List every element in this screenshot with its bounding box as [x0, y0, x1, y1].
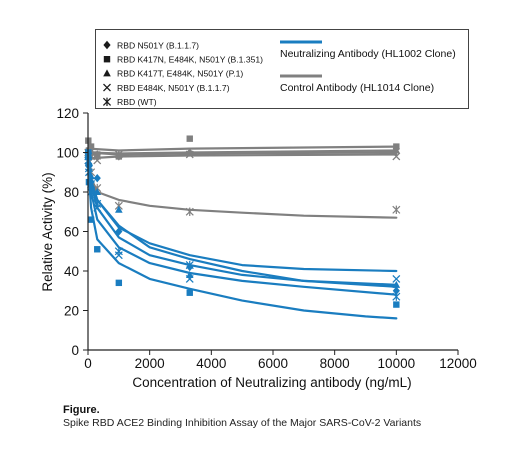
- data-point-neutralizing-asterisk: [392, 292, 401, 301]
- data-point-neutralizing-asterisk: [114, 247, 123, 256]
- data-point-control-x: [93, 156, 102, 165]
- axes: 0 20 40 60 80 100 120 0 2000 4000 6000 8000 10000 120…: [56, 106, 476, 371]
- legend-x-icon: [103, 83, 111, 92]
- fit-curve-neutralizing-asterisk: [87, 153, 398, 286]
- data-point-neutralizing-square: [115, 279, 123, 287]
- data-point-neutralizing-diamond: [115, 227, 123, 236]
- data-point-neutralizing-x: [392, 274, 401, 283]
- fit-curve-neutralizing-square: [87, 151, 398, 320]
- data-point-control-triangle: [185, 148, 194, 156]
- legend-entry-label: Control Antibody (HL1014 Clone): [280, 82, 434, 94]
- legend: RBD N501Y (B.1.1.7) RBD K417N, E484K, N50…: [95, 29, 469, 109]
- data-point-neutralizing-diamond: [93, 173, 101, 183]
- fit-curve-control-triangle: [87, 151, 398, 156]
- data-point-control-x: [392, 152, 401, 161]
- legend-entry-marker: RBD E484K, N501Y (B.1.1.7): [103, 83, 230, 93]
- data-point-neutralizing-diamond: [392, 286, 400, 295]
- series-neutralizing-triangle: [84, 150, 401, 288]
- data-point-control-x: [114, 150, 123, 159]
- x-tick-label: 10000: [378, 356, 416, 371]
- legend-entry-label: RBD E484K, N501Y (B.1.1.7): [117, 83, 230, 93]
- fit-curve-control-asterisk: [87, 153, 398, 219]
- data-point-neutralizing-square: [186, 289, 193, 296]
- y-tick-label: 20: [64, 304, 79, 319]
- x-tick-label: 8000: [320, 356, 350, 371]
- x-tick-label: 6000: [258, 356, 288, 371]
- caption-text: Spike RBD ACE2 Binding Inhibition Assay …: [63, 417, 422, 429]
- series-neutralizing-asterisk: [84, 152, 401, 301]
- data-point-neutralizing-square: [393, 301, 400, 308]
- legend-entry-label: RBD K417T, E484K, N501Y (P.1): [117, 69, 243, 79]
- legend-entry-neutralizing: Neutralizing Antibody (HL1002 Clone): [280, 40, 456, 60]
- data-point-control-asterisk: [185, 207, 194, 216]
- legend-entry-label: RBD K417N, E484K, N501Y (B.1.351): [117, 55, 263, 65]
- fit-curve-control-x: [87, 153, 398, 160]
- legend-entry-marker: RBD K417T, E484K, N501Y (P.1): [103, 69, 243, 79]
- x-tick-label: 0: [84, 356, 92, 371]
- legend-diamond-icon: [103, 40, 111, 50]
- data-point-neutralizing-asterisk: [93, 199, 102, 209]
- data-point-neutralizing-square: [87, 216, 95, 223]
- fit-curve-neutralizing-diamond: [87, 153, 398, 288]
- y-tick-label: 0: [71, 343, 79, 358]
- legend-entry-label: RBD N501Y (B.1.1.7): [117, 40, 199, 50]
- figure-caption: Figure. Spike RBD ACE2 Binding Inhibitio…: [63, 404, 421, 429]
- data-point-neutralizing-square: [94, 246, 101, 253]
- legend-entry-control: Control Antibody (HL1014 Clone): [280, 74, 434, 94]
- plot-area: [84, 135, 401, 320]
- x-axis-label: Concentration of Neutralizing antibody (…: [132, 375, 411, 390]
- legend-triangle-icon: [103, 69, 111, 77]
- data-point-control-asterisk: [392, 205, 401, 214]
- y-tick-label: 100: [56, 146, 79, 161]
- chart: RBD N501Y (B.1.1.7) RBD K417N, E484K, N50…: [40, 29, 477, 390]
- data-point-neutralizing-triangle: [93, 188, 102, 195]
- legend-entry-label: RBD (WT): [117, 97, 157, 107]
- y-tick-label: 40: [64, 264, 79, 279]
- y-tick-label: 120: [56, 106, 79, 121]
- legend-entry-marker: RBD (WT): [102, 97, 157, 107]
- data-point-neutralizing-asterisk: [185, 260, 194, 270]
- legend-entry-marker: RBD N501Y (B.1.1.7): [103, 40, 199, 50]
- x-tick-label: 4000: [196, 356, 226, 371]
- fit-curve-control-square: [87, 145, 398, 152]
- x-tick-label: 2000: [135, 356, 165, 371]
- legend-entry-marker: RBD K417N, E484K, N501Y (B.1.351): [103, 55, 263, 65]
- y-axis-label: Relative Activity (%): [40, 172, 55, 291]
- x-tick-label: 12000: [439, 356, 477, 371]
- legend-asterisk-icon: [102, 97, 112, 106]
- data-point-neutralizing-triangle: [115, 205, 123, 213]
- data-point-control-square: [186, 135, 193, 142]
- y-tick-label: 60: [64, 225, 79, 240]
- data-point-neutralizing-asterisk: [87, 179, 96, 189]
- series-control-asterisk: [84, 148, 401, 219]
- data-point-neutralizing-asterisk: [84, 164, 93, 173]
- data-point-neutralizing-x: [185, 274, 194, 283]
- legend-entry-label: Neutralizing Antibody (HL1002 Clone): [280, 48, 456, 60]
- caption-heading: Figure.: [63, 404, 100, 416]
- y-tick-label: 80: [64, 185, 79, 200]
- data-point-control-x: [185, 150, 194, 159]
- legend-square-icon: [103, 56, 111, 63]
- data-point-control-triangle: [392, 146, 401, 154]
